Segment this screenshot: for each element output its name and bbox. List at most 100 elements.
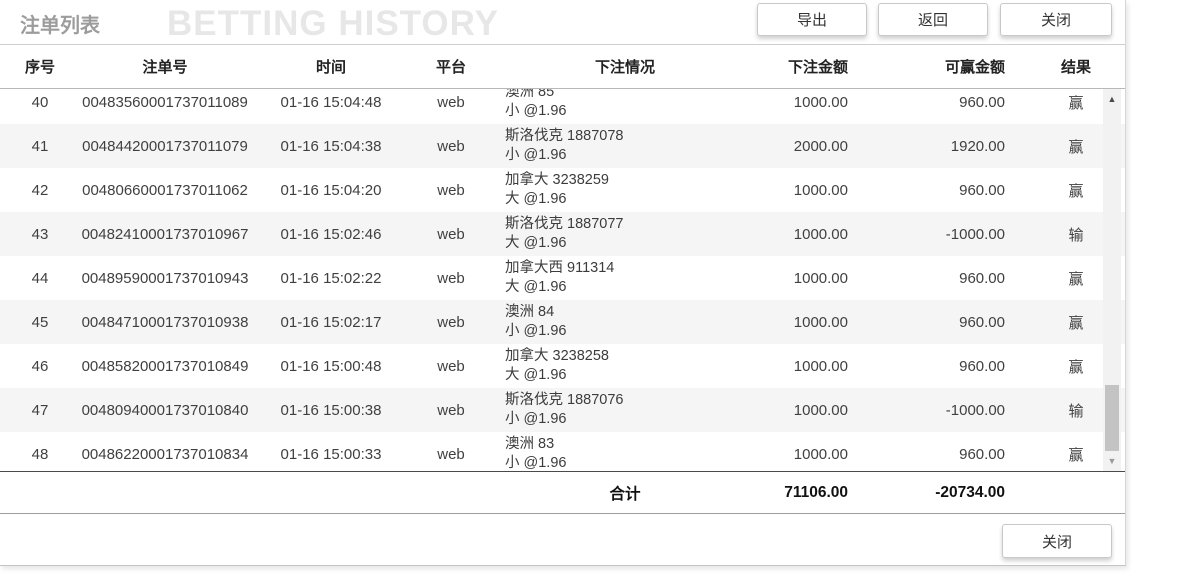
table-row[interactable]: 45 00484710001737010938 01-16 15:02:17 w… [0,300,1125,344]
column-header-detail: 下注情况 [594,59,655,76]
column-header-win: 可赢金额 [944,59,1005,76]
bet-detail-line2: 小 @1.96 [505,323,567,339]
cell-bet-detail: 斯洛伐克 1887078 小 @1.96 [490,127,760,165]
bet-detail-line2: 小 @1.96 [505,147,567,163]
cell-no: 44 [31,269,49,287]
cell-win: 960.00 [959,357,1005,375]
dialog-title: 注单列表 [20,15,100,37]
bet-detail-line2: 小 @1.96 [505,411,567,427]
cell-platform: web [437,313,465,331]
cell-amount: 1000.00 [793,445,848,463]
cell-platform: web [437,181,465,199]
cell-bet-id: 00483560001737011089 [82,93,248,111]
cell-result: 赢 [1068,314,1084,332]
cell-result: 赢 [1068,446,1084,464]
cell-no: 42 [31,181,49,199]
cell-time: 01-16 15:04:48 [280,93,382,111]
totals-win: -20734.00 [935,483,1005,501]
cell-no: 43 [31,225,49,243]
table-row[interactable]: 43 00482410001737010967 01-16 15:02:46 w… [0,212,1125,256]
cell-bet-detail: 加拿大 3238258 大 @1.96 [490,347,760,385]
close-button-top[interactable]: 关闭 [1000,3,1112,36]
table-row[interactable]: 47 00480940001737010840 01-16 15:00:38 w… [0,388,1125,432]
cell-platform: web [437,445,465,463]
export-button[interactable]: 导出 [757,3,867,36]
cell-bet-id: 00480940001737010840 [81,401,249,419]
table-row[interactable]: 41 00484420001737011079 01-16 15:04:38 w… [0,124,1125,168]
cell-result: 赢 [1068,182,1084,200]
bet-detail-line1: 加拿大 3238258 [505,348,609,364]
cell-platform: web [437,93,465,111]
close-button-bottom[interactable]: 关闭 [1002,524,1112,558]
table-scrollbar[interactable]: ▲ ▼ [1103,89,1121,471]
cell-result: 输 [1068,402,1084,420]
cell-amount: 2000.00 [793,137,848,155]
column-header-no: 序号 [24,59,55,76]
scrollbar-thumb[interactable] [1105,385,1119,451]
cell-time: 01-16 15:02:17 [280,313,382,331]
cell-platform: web [437,137,465,155]
cell-bet-detail: 斯洛伐克 1887077 大 @1.96 [490,215,760,253]
totals-label: 合计 [609,485,641,503]
cell-bet-id: 00484710001737010938 [81,313,249,331]
cell-no: 46 [31,357,49,375]
cell-amount: 1000.00 [793,181,848,199]
table-row[interactable]: 44 00489590001737010943 01-16 15:02:22 w… [0,256,1125,300]
bet-detail-line1: 澳洲 84 [505,304,555,320]
table-header: 序号 注单号 时间 平台 下注情况 下注金额 可赢金额 结果 [0,45,1125,89]
cell-win: 1920.00 [950,137,1005,155]
bet-detail-line1: 澳洲 83 [505,436,555,452]
table-row[interactable]: 42 00480660001737011062 01-16 15:04:20 w… [0,168,1125,212]
back-button[interactable]: 返回 [878,3,988,36]
cell-amount: 1000.00 [793,313,848,331]
bet-detail-line1: 斯洛伐克 1887077 [505,216,624,232]
cell-amount: 1000.00 [793,269,848,287]
cell-platform: web [437,401,465,419]
cell-time: 01-16 15:04:38 [280,137,382,155]
cell-time: 01-16 15:00:38 [280,401,382,419]
scroll-up-icon[interactable]: ▲ [1107,94,1117,104]
bet-detail-line1: 加拿大西 911314 [505,260,615,276]
table-row[interactable]: 48 00486220001737010834 01-16 15:00:33 w… [0,432,1125,471]
table-rows: 40 00483560001737011089 01-16 15:04:48 w… [0,89,1125,471]
cell-result: 赢 [1068,270,1084,288]
cell-no: 45 [31,313,49,331]
cell-win: 960.00 [959,313,1005,331]
cell-no: 48 [31,445,49,463]
column-header-platform: 平台 [435,59,466,76]
cell-result: 赢 [1068,358,1084,376]
cell-no: 47 [31,401,49,419]
cell-bet-detail: 斯洛伐克 1887076 小 @1.96 [490,391,760,429]
scroll-down-icon[interactable]: ▼ [1107,456,1117,466]
cell-bet-id: 00484420001737011079 [82,137,248,155]
cell-result: 赢 [1068,94,1084,112]
cell-amount: 1000.00 [793,401,848,419]
totals-amount: 71106.00 [784,483,848,501]
column-header-bet-id: 注单号 [142,59,188,76]
totals-row: 合计 71106.00 -20734.00 [0,471,1125,514]
cell-amount: 1000.00 [793,225,848,243]
bet-detail-line1: 斯洛伐克 1887076 [505,392,624,408]
cell-platform: web [437,225,465,243]
cell-no: 41 [31,137,49,155]
cell-win: 960.00 [959,181,1005,199]
column-header-amount: 下注金额 [787,59,848,76]
cell-win: 960.00 [959,445,1005,463]
cell-bet-id: 00489590001737010943 [81,269,249,287]
cell-bet-detail: 澳洲 83 小 @1.96 [490,435,760,471]
bet-detail-line2: 大 @1.96 [505,191,567,207]
cell-win: 960.00 [959,269,1005,287]
cell-result: 输 [1068,226,1084,244]
table-row[interactable]: 46 00485820001737010849 01-16 15:00:48 w… [0,344,1125,388]
cell-bet-detail: 澳洲 84 小 @1.96 [490,303,760,341]
cell-time: 01-16 15:02:46 [280,225,382,243]
cell-win: 960.00 [959,93,1005,111]
cell-amount: 1000.00 [793,93,848,111]
table-row[interactable]: 40 00483560001737011089 01-16 15:04:48 w… [0,89,1125,124]
cell-win: -1000.00 [945,401,1005,419]
bet-detail-line2: 大 @1.96 [505,367,567,383]
cell-amount: 1000.00 [793,357,848,375]
bet-detail-line2: 小 @1.96 [505,455,567,471]
cell-time: 01-16 15:00:33 [280,445,382,463]
bet-detail-line2: 小 @1.96 [505,103,567,119]
